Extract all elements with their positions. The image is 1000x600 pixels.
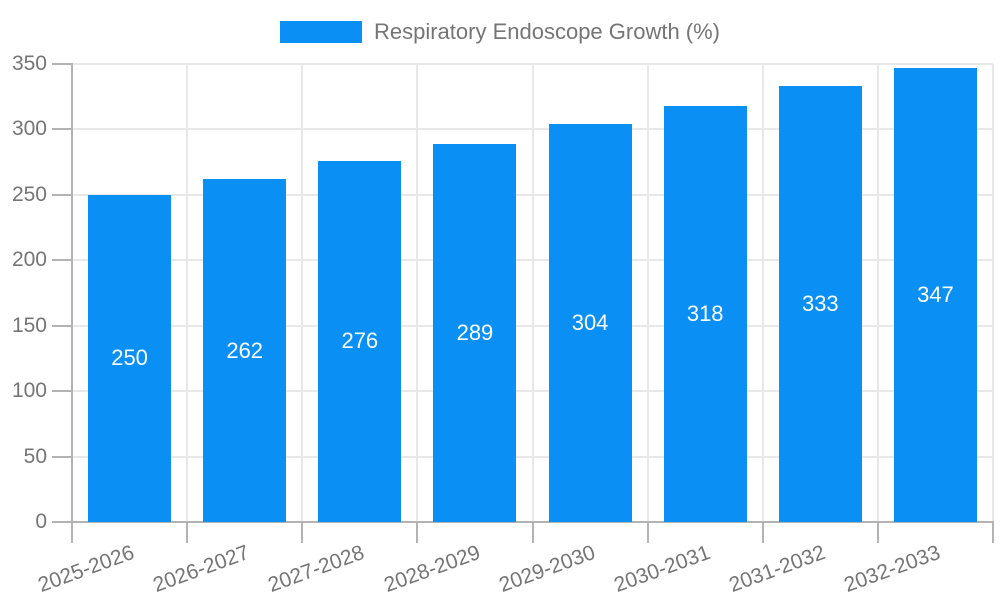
x-axis-label: 2026-2027 bbox=[150, 541, 253, 597]
x-axis-tick bbox=[531, 522, 534, 543]
y-axis-tick bbox=[52, 324, 72, 327]
x-axis-tick bbox=[301, 522, 304, 543]
x-axis-label: 2032-2033 bbox=[841, 541, 944, 597]
legend-label: Respiratory Endoscope Growth (%) bbox=[373, 19, 721, 44]
bar-value-label: 289 bbox=[456, 319, 494, 345]
x-axis-label: 2029-2030 bbox=[495, 541, 598, 597]
y-axis-label: 250 bbox=[11, 182, 47, 206]
gridline-vertical bbox=[761, 64, 764, 522]
x-axis-tick bbox=[186, 522, 189, 543]
y-axis-label: 150 bbox=[11, 313, 47, 337]
x-axis-label: 2028-2029 bbox=[380, 541, 483, 597]
x-axis-line bbox=[71, 521, 994, 523]
y-axis-label: 50 bbox=[23, 444, 47, 468]
y-axis-tick bbox=[52, 455, 72, 458]
bar[interactable]: 250 bbox=[88, 194, 172, 522]
y-axis-label: 300 bbox=[11, 117, 47, 141]
y-axis-label: 350 bbox=[11, 52, 47, 75]
y-axis-label: 100 bbox=[11, 379, 47, 403]
x-axis-label: 2027-2028 bbox=[265, 541, 368, 597]
bar[interactable]: 318 bbox=[663, 105, 747, 522]
bar-value-label: 304 bbox=[571, 310, 609, 336]
legend-swatch bbox=[279, 21, 362, 43]
x-axis-tick bbox=[646, 522, 649, 543]
y-axis-line bbox=[71, 63, 73, 523]
y-axis-label: 0 bbox=[35, 510, 47, 533]
gridline-vertical bbox=[186, 64, 189, 522]
y-axis-tick bbox=[52, 259, 72, 262]
bar[interactable]: 347 bbox=[893, 67, 977, 522]
x-axis-tick bbox=[71, 522, 73, 543]
y-axis-label: 200 bbox=[11, 248, 47, 272]
x-axis-label: 2025-2026 bbox=[35, 541, 138, 597]
y-axis-tick bbox=[52, 390, 72, 393]
y-axis-tick bbox=[52, 521, 72, 523]
y-axis-tick bbox=[52, 193, 72, 196]
bar[interactable]: 289 bbox=[433, 143, 517, 522]
x-axis-tick bbox=[876, 522, 879, 543]
bar-value-label: 276 bbox=[341, 328, 379, 354]
bar-value-label: 318 bbox=[686, 300, 724, 326]
gridline-vertical bbox=[531, 64, 534, 522]
x-axis-label: 2031-2032 bbox=[725, 541, 829, 597]
gridline-vertical bbox=[646, 64, 649, 522]
x-axis-label: 2030-2031 bbox=[610, 541, 714, 597]
legend[interactable]: Respiratory Endoscope Growth (%) bbox=[0, 20, 1000, 44]
gridline-vertical bbox=[876, 64, 879, 522]
bar[interactable]: 262 bbox=[203, 179, 287, 522]
bar-value-label: 250 bbox=[111, 345, 148, 371]
bar[interactable]: 333 bbox=[778, 86, 862, 522]
bar-value-label: 262 bbox=[226, 337, 264, 363]
y-axis-tick bbox=[52, 128, 72, 131]
x-axis-tick bbox=[416, 522, 419, 543]
y-axis-tick bbox=[52, 63, 72, 65]
gridline-vertical bbox=[301, 64, 304, 522]
bar[interactable]: 276 bbox=[318, 160, 402, 522]
bar-value-label: 347 bbox=[917, 281, 954, 307]
x-axis-tick bbox=[761, 522, 764, 543]
x-axis-tick bbox=[992, 522, 994, 543]
gridline-vertical bbox=[416, 64, 419, 522]
bar[interactable]: 304 bbox=[548, 124, 632, 522]
bar-value-label: 333 bbox=[801, 291, 839, 317]
gridline-vertical bbox=[992, 64, 994, 522]
